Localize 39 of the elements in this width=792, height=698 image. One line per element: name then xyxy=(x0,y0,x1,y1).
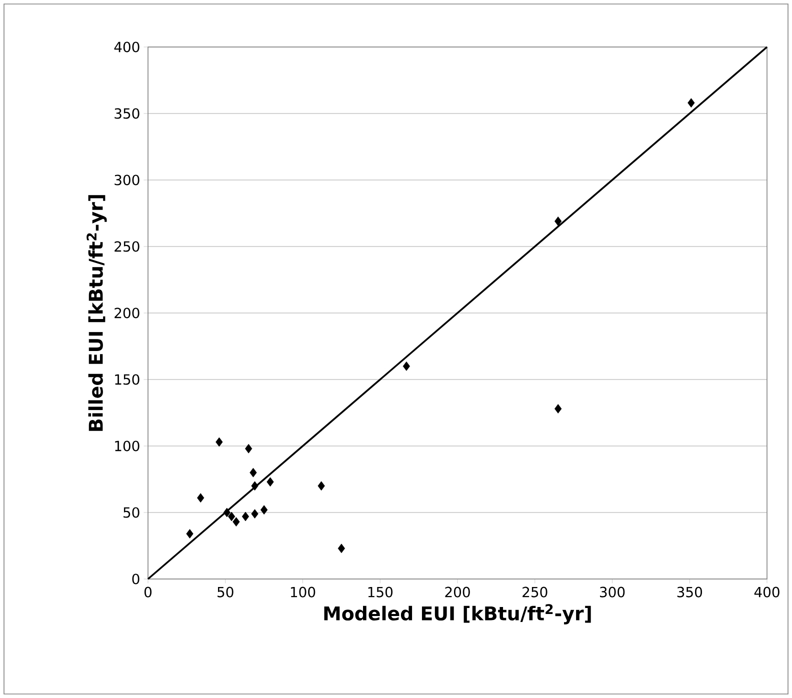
y-tick-label: 150 xyxy=(115,374,140,385)
point xyxy=(228,512,236,522)
y-tick-label: 400 xyxy=(114,42,140,52)
point xyxy=(260,505,268,515)
point xyxy=(197,493,204,503)
point xyxy=(402,362,410,371)
point xyxy=(242,512,250,522)
x-tick-label: 300 xyxy=(600,586,625,598)
point xyxy=(338,544,345,554)
x-tick-label: 0 xyxy=(144,586,152,598)
x-axis-title: Modeled EUI [kBtu/ft$^{2}$-yr] xyxy=(324,604,591,624)
point xyxy=(186,529,194,538)
y-tick-label: 350 xyxy=(114,108,140,119)
point xyxy=(554,404,562,414)
x-tick-label: 100 xyxy=(290,586,316,598)
x-tick-label: 250 xyxy=(522,586,548,598)
point xyxy=(250,468,257,478)
y-tick-label: 200 xyxy=(114,308,140,318)
y-tick-label: 0 xyxy=(132,574,140,584)
x-tick-label: 50 xyxy=(218,586,234,598)
point xyxy=(688,98,695,108)
point xyxy=(232,517,240,526)
point xyxy=(216,437,223,447)
point xyxy=(251,481,258,491)
point xyxy=(318,481,325,491)
point xyxy=(245,444,252,454)
y-axis-title: Billed EUI [kBtu/ft$^{2}$-yr] xyxy=(86,195,107,431)
y-tick-label: 250 xyxy=(114,241,140,252)
y-tick-label: 300 xyxy=(114,174,140,186)
point xyxy=(223,508,230,518)
x-tick-label: 400 xyxy=(754,586,780,598)
point xyxy=(554,216,562,226)
y-tick-label: 50 xyxy=(124,507,140,518)
x-tick-label: 200 xyxy=(445,586,470,598)
point xyxy=(266,477,274,487)
point xyxy=(251,509,258,519)
x-tick-label: 150 xyxy=(368,586,393,598)
y-tick-label: 100 xyxy=(115,440,140,452)
x-tick-label: 350 xyxy=(677,586,702,598)
